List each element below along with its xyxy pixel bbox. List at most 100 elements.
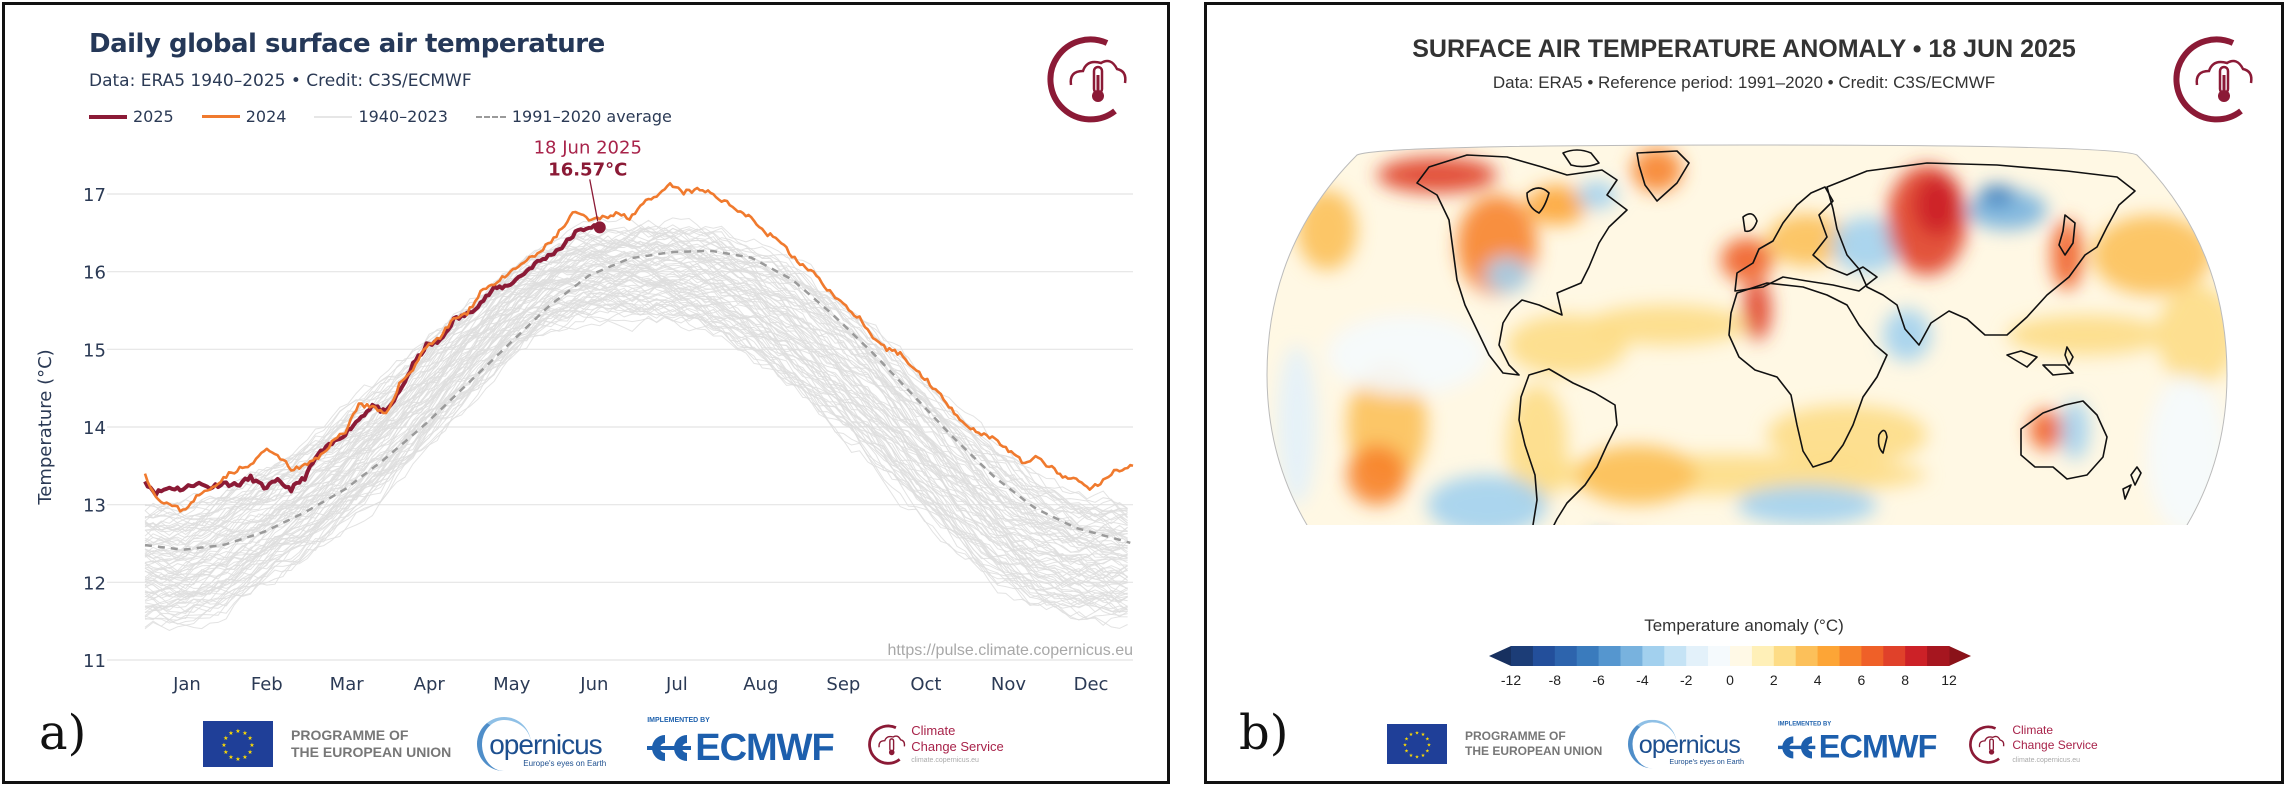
x-tick-label: Jan <box>172 674 201 695</box>
eu-star-icon: ★ <box>235 756 240 763</box>
x-tick-label: Aug <box>743 674 778 695</box>
map-border <box>1266 144 2228 525</box>
colorbar-tick-label: -4 <box>1636 672 1649 688</box>
colorbar-bin <box>1686 646 1709 666</box>
colorbar-bin <box>1817 646 1840 666</box>
copernicus-logo: opernicus Europe's eyes on Earth <box>1628 719 1745 769</box>
anomaly-region <box>2061 400 2089 460</box>
y-tick-label: 12 <box>83 573 106 594</box>
legend-item-2025: 2025 <box>89 107 174 126</box>
historical-year-line <box>144 269 1128 566</box>
y-tick-label: 17 <box>83 185 106 206</box>
anomaly-map <box>1266 144 2228 525</box>
historical-year-line <box>144 290 1128 607</box>
eu-programme-text: PROGRAMME OF THE EUROPEAN UNION <box>1465 729 1602 759</box>
panel-label-b: b) <box>1239 705 1289 761</box>
colorbar-tick-label: -8 <box>1549 672 1562 688</box>
annotation-leader <box>589 179 599 222</box>
x-tick-label: Sep <box>826 674 860 695</box>
ccs-line1: Climate <box>911 723 956 738</box>
colorbar-bin <box>1511 646 1534 666</box>
temperature-chart: 11 12 13 14 15 16 17 Temperature (°C) Jan Feb Mar A… <box>35 137 1134 695</box>
anomaly-region <box>1427 475 1547 525</box>
y-axis-label: Temperature (°C) <box>35 349 56 505</box>
eu-programme-text: PROGRAMME OF THE EUROPEAN UNION <box>291 727 451 761</box>
y-tick-label: 16 <box>83 263 106 284</box>
y-tick-label: 15 <box>83 340 106 361</box>
colorbar-under-arrow <box>1489 646 1511 666</box>
map-field <box>1267 145 2227 525</box>
legend-item-1940-2023: 1940–2023 <box>314 107 448 126</box>
eu-star-icon: ★ <box>1409 732 1414 738</box>
ccs-line2: Change Service <box>2012 738 2098 752</box>
chart-subtitle: Data: ERA5 1940–2025 • Credit: C3S/ECMWF <box>89 71 472 91</box>
colorbar-title: Temperature anomaly (°C) <box>1644 616 1844 635</box>
x-tick-label: Oct <box>910 674 941 695</box>
ccs-text: Climate Change Service <box>911 723 1004 755</box>
chart-legend: 2025 2024 1940–2023 1991–2020 average <box>89 107 690 126</box>
y-tick-label: 13 <box>83 496 106 517</box>
anomaly-region <box>1527 185 1587 225</box>
colorbar-tick-label: 8 <box>1901 672 1909 688</box>
anomaly-region <box>1327 315 1487 395</box>
eu-star-icon: ★ <box>1425 737 1430 743</box>
x-tick-label: Mar <box>330 674 365 695</box>
legend-label: 2025 <box>133 107 174 126</box>
anomaly-region <box>1277 345 1317 505</box>
colorbar-bin <box>1576 646 1600 666</box>
y-tick-label: 14 <box>83 418 106 439</box>
colorbar-bin <box>1883 646 1906 666</box>
colorbar-tick-label: 12 <box>1941 672 1957 688</box>
ecmwf-mark-icon <box>1778 736 1816 759</box>
historical-year-line <box>144 299 1128 630</box>
series-lines <box>143 182 1134 551</box>
copernicus-logo: opernicus Europe's eyes on Earth <box>477 717 607 771</box>
colorbar-tick-label: 0 <box>1726 672 1734 688</box>
anomaly-region <box>1577 181 1617 209</box>
ecmwf-logo: IMPLEMENTED BY ECMWF <box>647 717 837 771</box>
eu-star-icon: ★ <box>1404 749 1409 755</box>
eu-star-icon: ★ <box>228 754 233 761</box>
anomaly-region <box>1485 257 1529 293</box>
ecmwf-mark-icon <box>647 735 692 761</box>
ccs-line1: Climate <box>2012 723 2054 737</box>
anomaly-region <box>1377 157 1497 193</box>
legend-label: 1991–2020 average <box>511 107 672 126</box>
historical-year-line <box>144 272 1128 575</box>
axes: 11 12 13 14 15 16 17 Temperature (°C) Jan Feb Mar A… <box>35 185 1108 695</box>
anomaly-region <box>2029 410 2065 450</box>
legend-label: 2024 <box>245 107 287 126</box>
colorbar-tick-label: 6 <box>1858 672 1866 688</box>
colorbar-bin <box>1664 646 1687 666</box>
copernicus-wordmark: opernicus <box>1639 730 1741 759</box>
annotation-value: 16.57°C <box>548 159 627 180</box>
eu-star-icon: ★ <box>235 728 240 735</box>
source-url[interactable]: https://pulse.climate.copernicus.eu <box>888 642 1133 659</box>
anomaly-region <box>1883 309 1931 361</box>
colorbar-bin <box>1730 646 1753 666</box>
anomaly-region <box>1767 405 1927 465</box>
colorbar-tick-label: 4 <box>1814 672 1822 688</box>
series-line-2025 <box>143 223 601 498</box>
anomaly-region <box>2092 215 2212 295</box>
annotation-point <box>593 221 606 234</box>
eu-star-icon: ★ <box>228 730 233 737</box>
eu-star-icon: ★ <box>249 742 254 749</box>
copernicus-arc-icon <box>477 717 532 771</box>
historical-year-line <box>144 286 1128 606</box>
eu-star-icon: ★ <box>223 749 228 756</box>
eu-star-icon: ★ <box>247 735 252 742</box>
eu-flag-icon: ★ ★ ★ ★ ★ ★ ★ ★ ★ ★ ★ ★ <box>1387 724 1447 764</box>
ccs-icon <box>1969 725 2005 764</box>
x-tick-label: Dec <box>1074 674 1109 695</box>
eu-text-line2: THE EUROPEAN UNION <box>291 744 452 760</box>
colorbar-bin <box>1773 646 1797 666</box>
colorbar-tick-label: -2 <box>1680 672 1693 688</box>
colorbar-bin <box>1532 646 1556 666</box>
legend-label: 1940–2023 <box>358 107 448 126</box>
historical-year-line <box>144 296 1128 624</box>
x-tick-label: Jun <box>579 674 608 695</box>
historical-year-line <box>144 291 1128 601</box>
implemented-by-text: IMPLEMENTED BY <box>1778 721 1832 727</box>
legend-item-average: 1991–2020 average <box>475 107 672 126</box>
